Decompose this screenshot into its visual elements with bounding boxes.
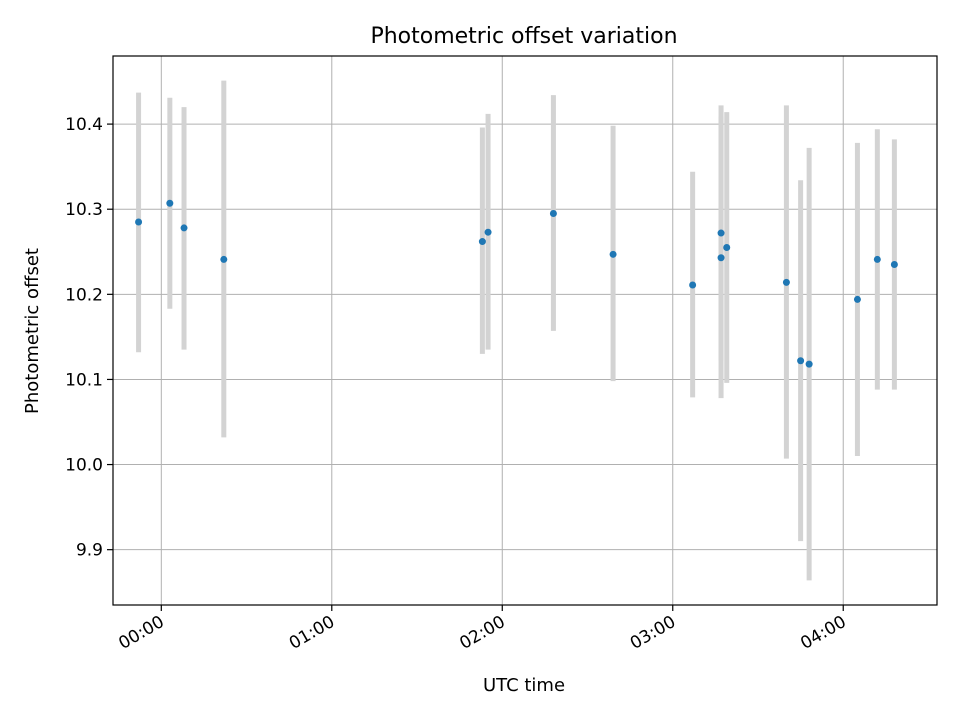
data-point (782, 278, 790, 286)
data-point (723, 244, 731, 252)
y-axis-label: Photometric offset (22, 248, 43, 414)
data-point (166, 199, 174, 207)
x-axis-label: UTC time (483, 675, 565, 696)
data-point (853, 295, 861, 303)
y-tick-label: 9.9 (76, 541, 103, 561)
y-tick-label: 10.0 (65, 456, 103, 476)
data-points (135, 199, 898, 368)
data-point (873, 255, 881, 263)
y-tick-label: 10.4 (65, 115, 103, 135)
data-point (220, 255, 228, 263)
data-point (797, 357, 805, 365)
x-tick-label: 00:00 (115, 612, 167, 654)
x-tick-label: 03:00 (627, 612, 679, 654)
y-tick-label: 10.3 (65, 200, 103, 220)
x-tick-label: 04:00 (797, 612, 849, 654)
x-tick-label: 01:00 (286, 612, 338, 654)
data-point (717, 229, 725, 237)
x-axis-ticks: 00:00 01:00 02:00 03:00 04:00 (115, 605, 850, 654)
y-axis-ticks: 9.9 10.0 10.1 10.2 10.3 10.4 (65, 115, 113, 561)
data-point (609, 250, 617, 258)
data-point (689, 281, 697, 289)
data-point (890, 261, 898, 269)
plot-frame (112, 55, 938, 606)
error-bars (136, 80, 897, 581)
data-point (135, 218, 143, 226)
y-tick-label: 10.2 (65, 285, 103, 305)
data-point (717, 254, 725, 262)
data-point (549, 209, 557, 217)
data-point (484, 228, 492, 236)
data-point (478, 238, 486, 246)
chart-title: Photometric offset variation (370, 24, 677, 49)
x-tick-label: 02:00 (456, 612, 508, 654)
grid (113, 56, 937, 605)
y-tick-label: 10.1 (65, 370, 103, 390)
data-point (805, 360, 813, 368)
data-point (180, 224, 188, 232)
